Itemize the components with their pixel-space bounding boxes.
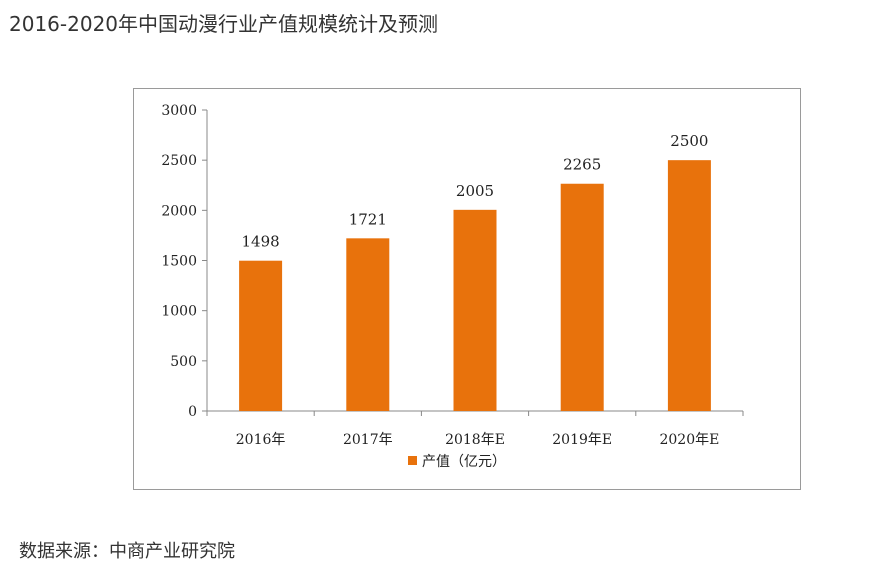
- bar-value-label: 2265: [563, 156, 601, 174]
- x-tick-label: 2017年: [343, 432, 393, 448]
- bar-value-label: 1498: [242, 233, 280, 251]
- y-tick-label: 500: [170, 354, 197, 370]
- y-tick-label: 1500: [161, 254, 197, 270]
- bar: [453, 209, 497, 411]
- bar-chart: 0 500 1000 1500 2000 2500 3000 2016年 2017年 2018年…: [161, 103, 744, 470]
- y-tick-label: 2000: [161, 203, 197, 219]
- legend-label: 产值（亿元）: [422, 454, 506, 470]
- x-tick-label: 2018年E: [445, 432, 505, 448]
- y-tick-label: 0: [188, 404, 197, 420]
- bar: [239, 260, 283, 411]
- chart-container: 0 500 1000 1500 2000 2500 3000 2016年 2017年 2018年…: [133, 88, 801, 490]
- page-title: 2016-2020年中国动漫行业产值规模统计及预测: [9, 12, 439, 36]
- bar: [346, 238, 390, 411]
- source-note: 数据来源：中商产业研究院: [19, 541, 235, 562]
- bar-value-label: 1721: [349, 210, 387, 228]
- x-tick-label: 2020年E: [659, 432, 719, 448]
- bar-value-label: 2005: [456, 182, 494, 200]
- bar-value-label: 2500: [670, 132, 708, 150]
- x-tick-label: 2019年E: [552, 432, 612, 448]
- x-tick-label: 2016年: [236, 432, 286, 448]
- data-labels: 1498 1721 2005 2265 2500: [242, 132, 709, 251]
- x-axis: 2016年 2017年 2018年E 2019年E 2020年E: [206, 410, 744, 448]
- legend: 产值（亿元）: [408, 454, 506, 470]
- y-tick-label: 1000: [161, 304, 197, 320]
- y-tick-label: 2500: [161, 153, 197, 169]
- legend-swatch: [408, 456, 417, 465]
- y-tick-label: 3000: [161, 103, 197, 119]
- bar: [667, 160, 711, 411]
- bars: [239, 160, 711, 411]
- bar: [560, 183, 604, 411]
- y-axis: 0 500 1000 1500 2000 2500 3000: [161, 103, 208, 420]
